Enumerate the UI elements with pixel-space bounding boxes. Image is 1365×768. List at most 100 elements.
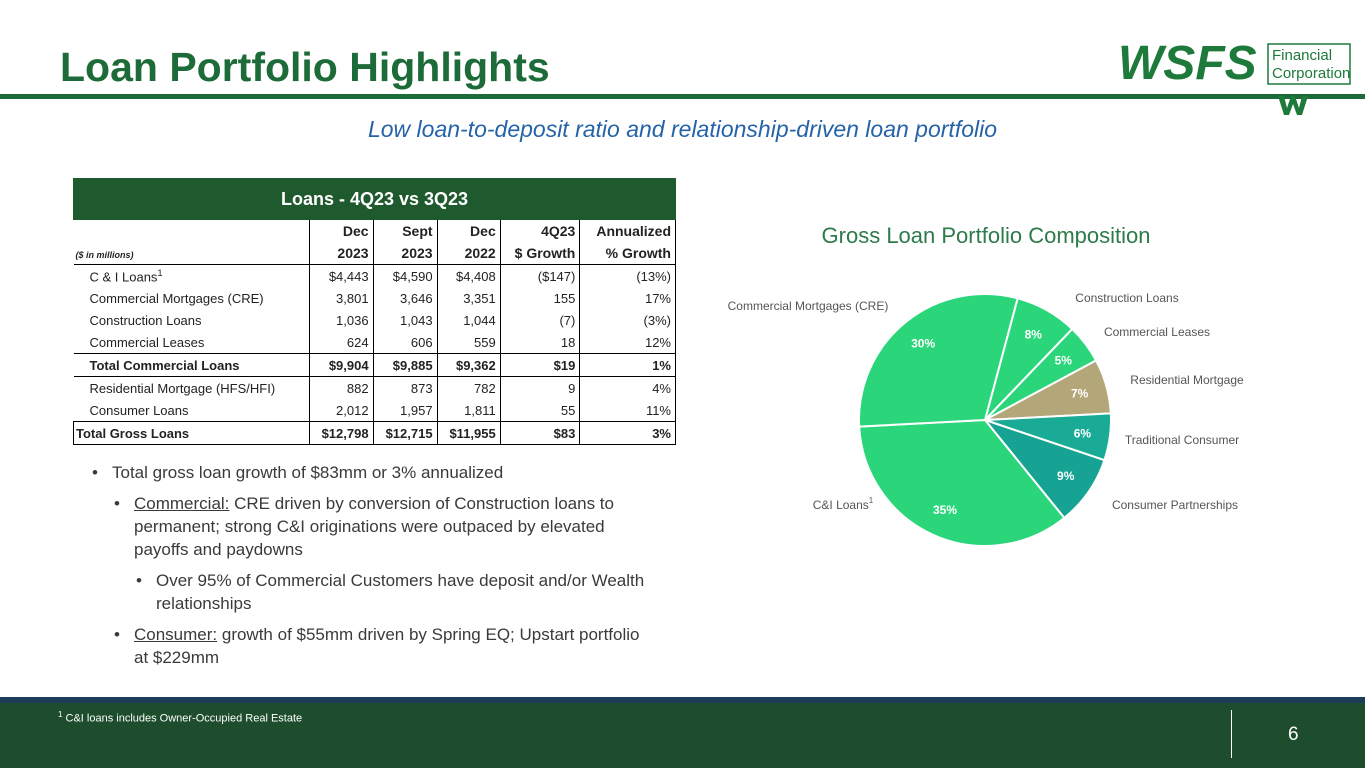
table-cell: 606 (373, 331, 438, 354)
table-cell: 18 (500, 331, 581, 354)
category-name: Commercial Mortgages (CRE) (728, 299, 889, 313)
logo-name: WSFS (1118, 38, 1257, 90)
column-header-row: Dec Sept Dec 4Q23 Annualized (73, 219, 676, 242)
category-label: Consumer Partnerships (1112, 498, 1238, 512)
row-label: Total Gross Loans (73, 421, 310, 445)
bullet: Consumer: growth of $55mm driven by Spri… (112, 623, 650, 669)
bullet: Commercial: CRE driven by conversion of … (112, 492, 650, 561)
column-header: ($ in millions) (73, 242, 310, 265)
logo-line: Corporation (1272, 65, 1350, 82)
category-name: Residential Mortgage (1130, 373, 1244, 387)
table-cell: 624 (309, 331, 374, 354)
column-header: 4Q23 (500, 219, 581, 242)
table-cell: $9,362 (437, 353, 501, 377)
slice-label: 6% (1074, 426, 1092, 440)
pie-chart: Gross Loan Portfolio Composition 8% Const… (728, 223, 1244, 547)
slice-label: 5% (1055, 354, 1073, 368)
page-number: 6 (1288, 724, 1299, 745)
column-header: Annualized (579, 219, 676, 242)
table-row: Total Commercial Loans $9,904 $9,885 $9,362… (73, 353, 676, 377)
row-label: Commercial Mortgages (CRE) (73, 287, 310, 309)
table-cell: (13%) (579, 264, 676, 287)
category-name: Commercial Leases (1104, 325, 1210, 339)
category-label: C&I Loans1 (813, 496, 874, 512)
row-label: C & I Loans1 (73, 264, 310, 287)
table-cell: $83 (500, 421, 581, 445)
slide-title: Loan Portfolio Highlights (60, 44, 550, 90)
loan-table: Loans - 4Q23 vs 3Q23 Dec Sept Dec 4Q23 Annual… (73, 178, 676, 445)
bullet-text: Over 95% of Commercial Customers have de… (156, 571, 645, 613)
subtitle: Low loan-to-deposit ratio and relationsh… (367, 116, 998, 142)
footnote-marker: 1 (869, 496, 874, 505)
pie-slice (858, 418, 1066, 547)
table-row: Commercial Mortgages (CRE) 3,801 3,646 3,35… (73, 287, 676, 309)
category-name: Construction Loans (1075, 291, 1178, 305)
column-header: Dec (309, 219, 374, 242)
table-cell: 9 (500, 376, 581, 399)
logo: WSFS Financial Corporation (1118, 38, 1351, 115)
table-cell: $19 (500, 353, 581, 377)
column-header: Dec (437, 219, 501, 242)
table-cell: 873 (373, 376, 438, 399)
table-row: Consumer Loans 2,012 1,957 1,811 55 11% (73, 399, 676, 422)
column-header: $ Growth (500, 242, 581, 265)
bullet: Total gross loan growth of $83mm or 3% a… (90, 461, 650, 484)
title-rule (0, 94, 1365, 99)
column-header-row: ($ in millions) 2023 2023 2022 $ Growth% Gro… (73, 242, 676, 265)
table-cell: (7) (500, 309, 581, 331)
bullet-text: growth of $55mm driven by Spring EQ; Ups… (134, 625, 640, 667)
logo-mark (1278, 96, 1308, 115)
table-cell: $12,798 (309, 421, 374, 445)
table-title-row: Loans - 4Q23 vs 3Q23 (73, 178, 676, 220)
row-label: Commercial Leases (73, 331, 310, 354)
category-label: Traditional Consumer (1125, 433, 1239, 447)
table-row: C & I Loans1 $4,443 $4,590 $4,408 ($147) (13%… (73, 264, 676, 287)
row-label: Construction Loans (73, 309, 310, 331)
table-cell: 2,012 (309, 399, 374, 422)
chart-title: Gross Loan Portfolio Composition (822, 223, 1151, 248)
bullet: Over 95% of Commercial Customers have de… (134, 569, 650, 615)
table-cell: 1% (579, 353, 676, 377)
table-cell: 782 (437, 376, 501, 399)
category-label: Residential Mortgage (1130, 373, 1244, 387)
column-header: 2023 (309, 242, 374, 265)
bullet-lead: Commercial: (134, 494, 230, 513)
row-label: Total Commercial Loans (73, 353, 310, 377)
table-cell: 11% (579, 399, 676, 422)
pie-slice (858, 293, 1019, 428)
table-cell: 12% (579, 331, 676, 354)
unit-note: ($ in millions) (75, 250, 134, 260)
table-row: Residential Mortgage (HFS/HFI) 882 873 782 9… (73, 376, 676, 399)
table-cell: 882 (309, 376, 374, 399)
column-header (73, 219, 310, 242)
table-cell: 1,036 (309, 309, 374, 331)
table-row: Commercial Leases 624 606 559 18 12% (73, 331, 676, 354)
table-cell: 1,957 (373, 399, 438, 422)
table-cell: $9,885 (373, 353, 438, 377)
logo-box (1267, 43, 1351, 85)
category-label: Construction Loans (1075, 291, 1178, 305)
divider (1231, 710, 1232, 758)
slice-label: 8% (1025, 327, 1043, 341)
category-label: Commercial Leases (1104, 325, 1210, 339)
column-header: Sept (373, 219, 438, 242)
table-cell: 3,801 (309, 287, 374, 309)
table-cell: (3%) (579, 309, 676, 331)
footnote: 1 C&I loans includes Owner-Occupied Real… (58, 710, 302, 725)
category-name: Consumer Partnerships (1112, 498, 1238, 512)
footer-band (0, 697, 1365, 768)
slice-label: 7% (1071, 387, 1089, 401)
table-cell: $11,955 (437, 421, 501, 445)
table-row: Total Gross Loans $12,798 $12,715 $11,955 $8… (73, 421, 676, 445)
table-cell: 4% (579, 376, 676, 399)
category-label: Commercial Mortgages (CRE) (728, 299, 889, 313)
table-cell: $12,715 (373, 421, 438, 445)
row-label: Consumer Loans (73, 399, 310, 422)
bullet-text: CRE driven by conversion of Construction… (134, 494, 614, 559)
table-cell: 17% (579, 287, 676, 309)
table-cell: $4,408 (437, 264, 501, 287)
table-cell: 3% (579, 421, 676, 445)
table-cell: 559 (437, 331, 501, 354)
table-cell: 1,044 (437, 309, 501, 331)
column-header: 2022 (437, 242, 501, 265)
